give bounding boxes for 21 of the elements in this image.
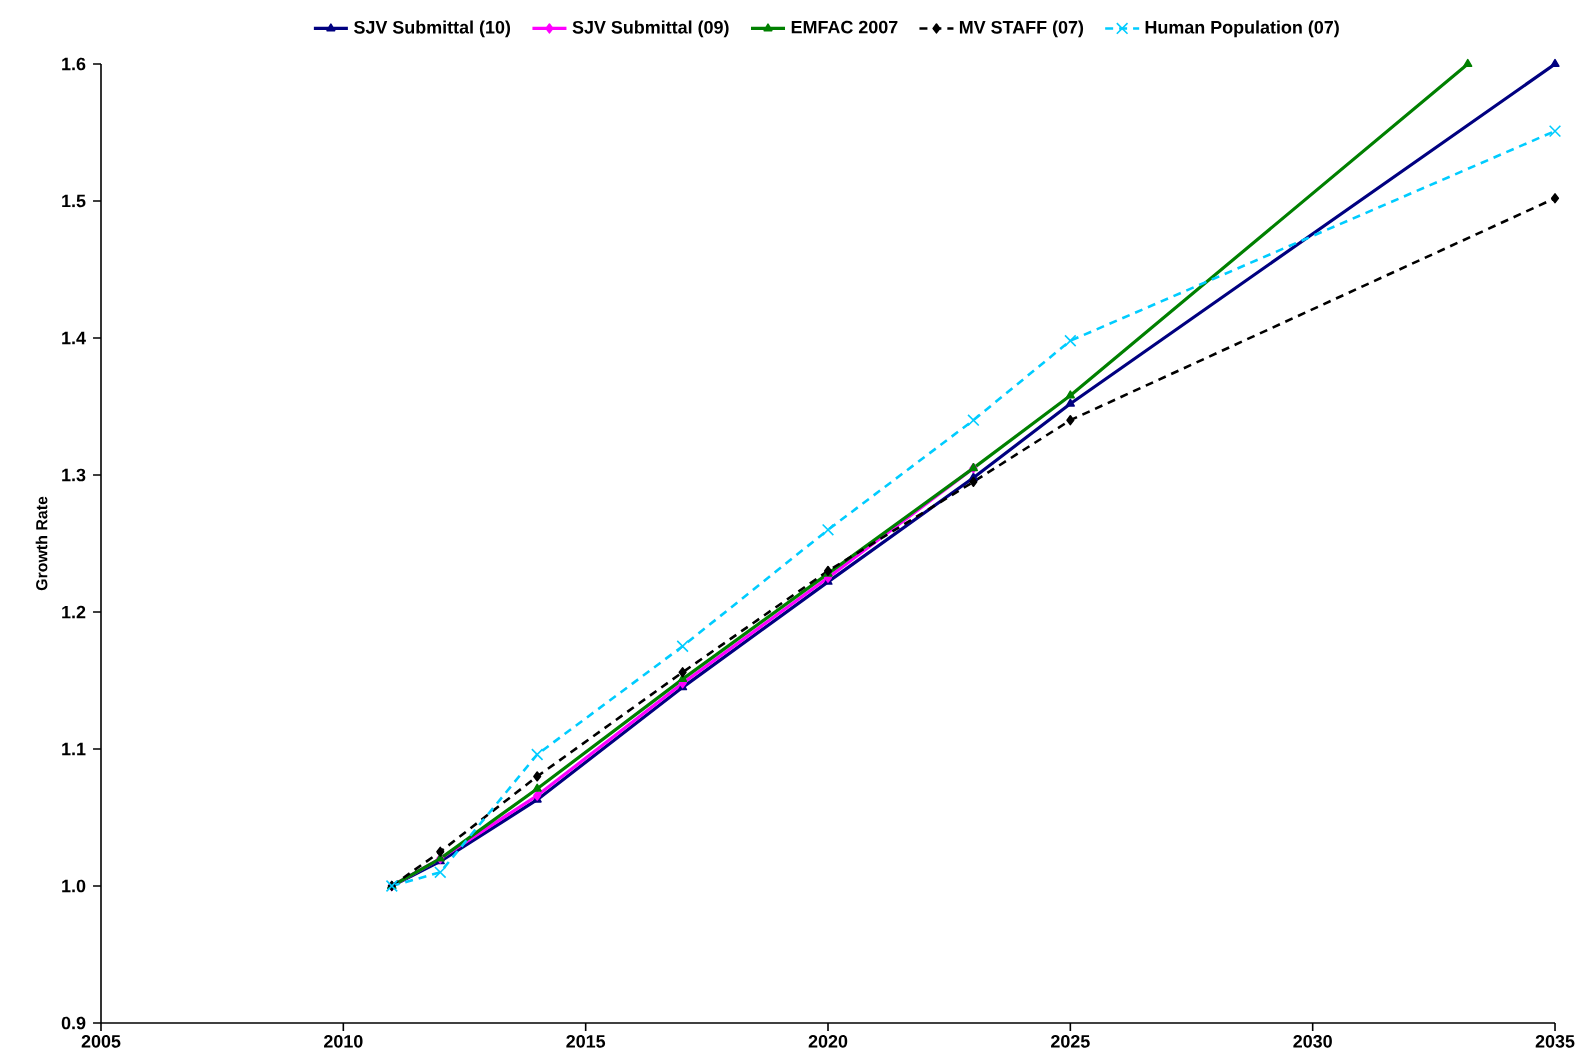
x-tick-label: 2030 <box>1293 1035 1332 1048</box>
x-tick-label: 2025 <box>1051 1035 1090 1048</box>
y-tick-label: 1.2 <box>62 605 86 619</box>
legend-label: Human Population (07) <box>1145 20 1339 38</box>
y-axis-title: Growth Rate <box>35 496 48 591</box>
x-tick-label: 2005 <box>81 1035 121 1048</box>
legend-label: SJV Submittal (10) <box>354 20 511 38</box>
x-tick-label: 2015 <box>566 1035 606 1048</box>
legend-label: EMFAC 2007 <box>791 20 898 34</box>
y-tick-label: 1.5 <box>62 194 86 208</box>
legend-label: SJV Submittal (09) <box>572 20 729 38</box>
y-tick-label: 1.3 <box>62 468 86 482</box>
x-tick-label: 2020 <box>808 1035 848 1048</box>
x-tick-label: 2035 <box>1535 1035 1575 1048</box>
y-tick-label: 1.6 <box>62 57 86 71</box>
y-tick-label: 0.9 <box>61 1016 86 1030</box>
y-tick-label: 1.1 <box>62 742 86 756</box>
legend-label: MV STAFF (07) <box>959 20 1084 38</box>
x-tick-label: 2010 <box>324 1035 363 1048</box>
y-tick-label: 1.0 <box>62 879 86 893</box>
y-tick-label: 1.4 <box>62 331 86 345</box>
